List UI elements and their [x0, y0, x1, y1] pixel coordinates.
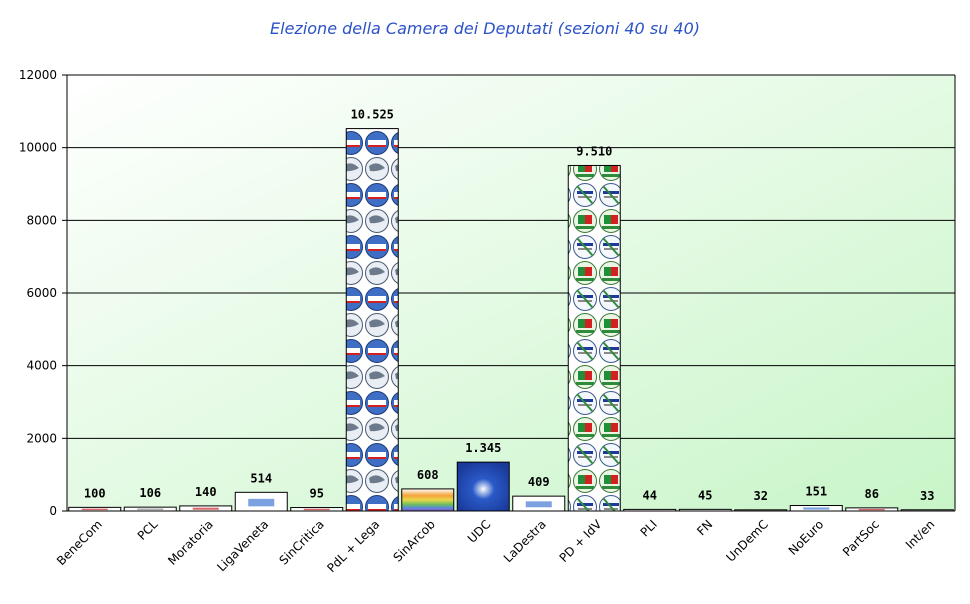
x-tick-label: FN	[694, 517, 715, 538]
y-tick-label: 12000	[19, 68, 57, 82]
bar-logo-fill	[192, 507, 219, 510]
data-label: 140	[195, 485, 217, 499]
x-tick-label: SinCritica	[277, 517, 327, 567]
data-label: 45	[698, 488, 712, 502]
x-tick-label: Int/en	[903, 517, 938, 552]
x-tick-label: PdL + Lega	[324, 517, 382, 575]
x-tick-label: LigaVeneta	[214, 517, 271, 574]
data-label: 106	[139, 486, 161, 500]
data-labels: 100 106 140 514 95 10.525 608 1.345 409 9.510 44 45…	[84, 108, 935, 503]
bar-pdl-lega	[345, 128, 399, 512]
bar-logo-fill	[248, 498, 275, 507]
data-label: 151	[805, 485, 827, 499]
bars	[68, 128, 954, 512]
data-label: 9.510	[576, 144, 612, 158]
bar-logo-fill	[303, 508, 330, 511]
y-tick-label: 10000	[19, 141, 57, 155]
x-tick-label: PartSoc	[840, 517, 882, 559]
data-label: 33	[920, 489, 934, 503]
x-tick-label: NoEuro	[786, 517, 827, 558]
data-label: 514	[250, 471, 272, 485]
x-tick-label: SinArcob	[390, 517, 437, 564]
x-tick-label: Moratoria	[165, 517, 216, 568]
bar-sinarcob	[401, 488, 455, 512]
data-label: 100	[84, 486, 106, 500]
bar-logo-fill	[858, 508, 885, 511]
bar-pd-idv	[567, 164, 621, 512]
x-tick-label: UDC	[465, 517, 494, 546]
x-tick-label: UnDemC	[723, 517, 770, 564]
x-tick-label: PLI	[638, 517, 660, 539]
bar-logo-fill	[525, 501, 552, 508]
data-label: 32	[754, 489, 768, 503]
y-tick-label: 0	[49, 504, 57, 518]
chart-title: Elezione della Camera dei Deputati (sezi…	[270, 19, 700, 38]
y-tick-label: 2000	[26, 431, 57, 445]
data-label: 1.345	[465, 441, 501, 455]
x-tick-label: PCL	[135, 517, 161, 543]
bar-logo-fill	[137, 508, 164, 511]
data-label: 10.525	[351, 108, 394, 122]
data-label: 409	[528, 475, 550, 489]
x-tick-label: LaDestra	[501, 517, 549, 565]
y-tick-label: 8000	[26, 213, 57, 227]
y-axis: 0 2000 4000 6000 8000 10000 12000	[19, 68, 956, 518]
y-tick-label: 6000	[26, 286, 57, 300]
x-tick-label: BeneCom	[54, 517, 105, 568]
data-label: 44	[643, 488, 657, 502]
x-tick-label: PD + IdV	[557, 517, 605, 565]
data-label: 86	[865, 487, 879, 501]
bar-logo-fill	[81, 508, 108, 511]
data-label: 608	[417, 468, 439, 482]
bar-logo-fill	[803, 507, 830, 510]
data-label: 95	[310, 487, 324, 501]
y-tick-label: 4000	[26, 359, 57, 373]
bar-udc	[456, 461, 510, 512]
